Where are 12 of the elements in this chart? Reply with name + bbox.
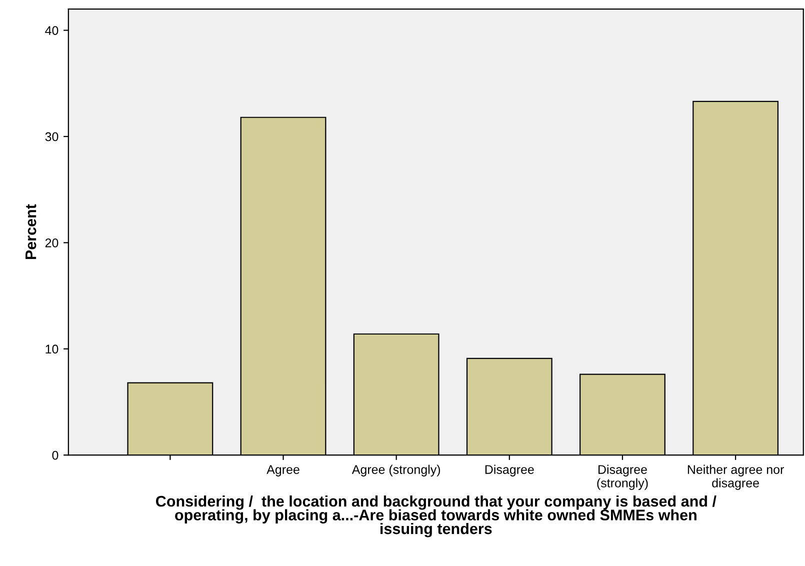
y-tick-label: 0	[52, 450, 58, 460]
x-tick-label: Agree	[266, 465, 300, 476]
y-tick-label: 10	[46, 344, 58, 354]
y-axis-title: Percent	[26, 204, 36, 260]
x-tick-label: Disagree (strongly)	[597, 464, 648, 490]
y-tick-label: 40	[45, 26, 58, 35]
y-tick-label: 30	[45, 132, 58, 142]
x-tick-label: Neither agree nor disagree	[688, 464, 784, 490]
y-tick-label: 20	[45, 238, 58, 248]
x-axis-title: Considering / the location and background that your company is based and / operating, by placing a...-Are biased towards white owned SMMEs when issuing tenders	[156, 495, 716, 538]
x-tick-label: Agree (strongly)	[352, 464, 440, 476]
x-tick-label: Disagree	[485, 464, 534, 476]
